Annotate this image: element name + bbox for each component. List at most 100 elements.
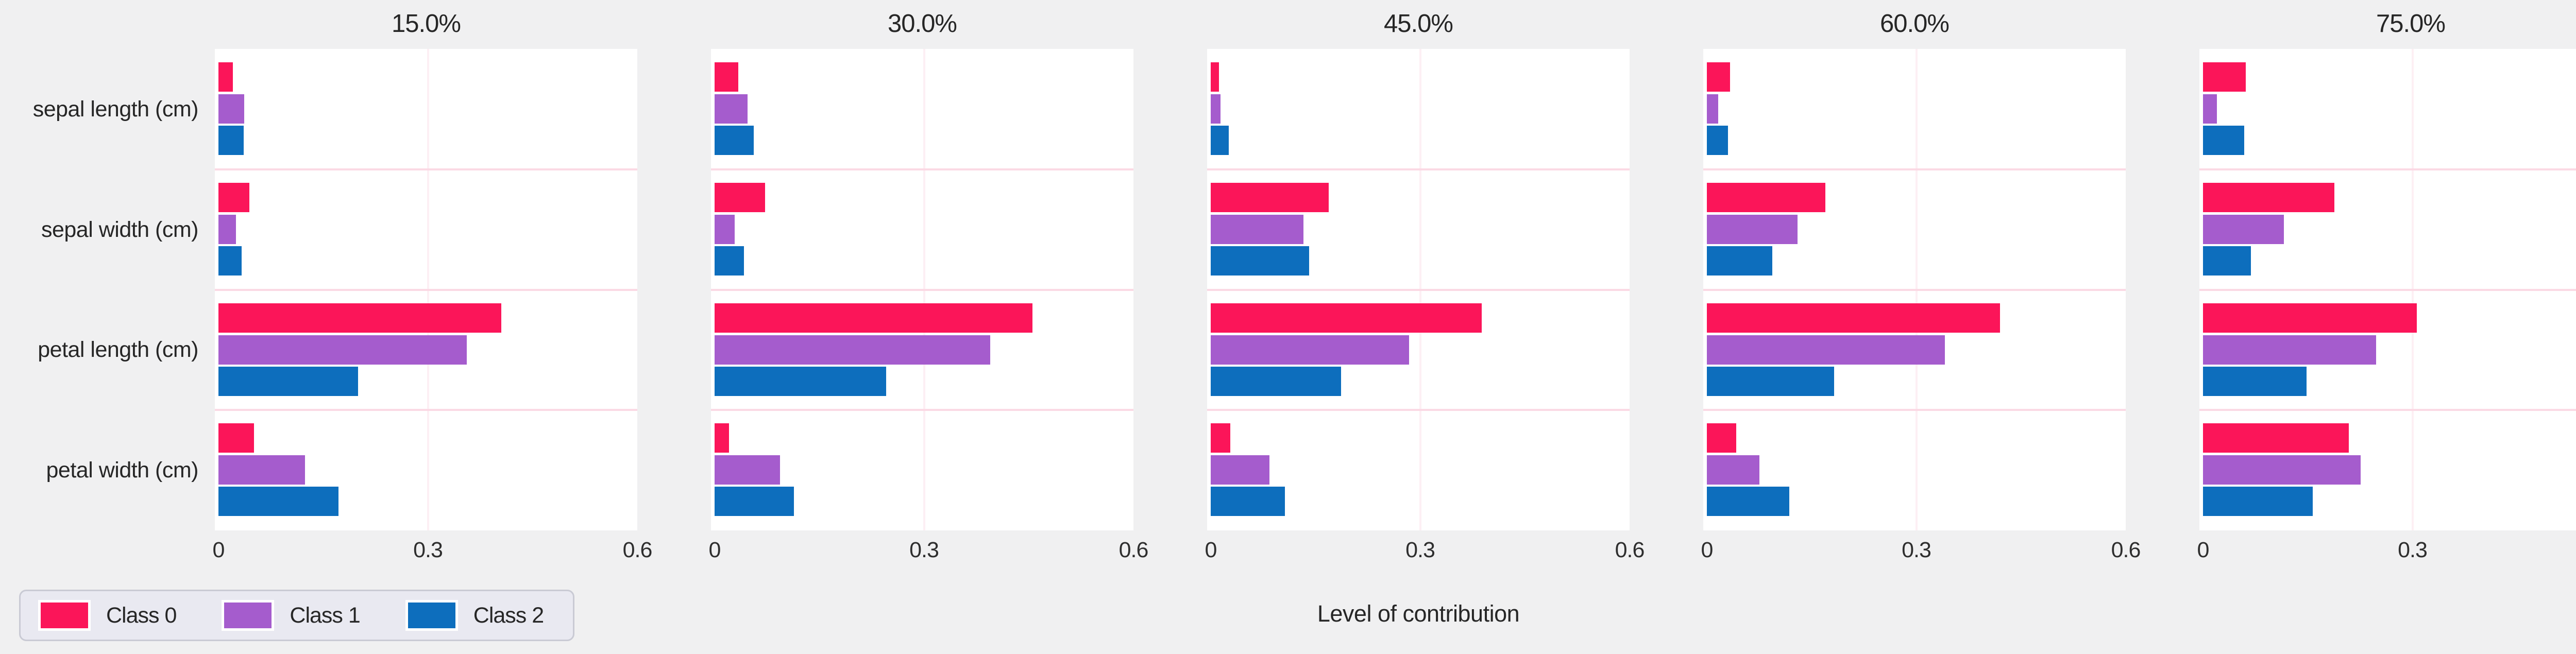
bar-class-0 [2203,303,2417,333]
bar-class-1 [1707,335,1945,365]
x-tick-label: 0.6 [2111,538,2141,562]
bar-class-2 [715,246,744,276]
x-tick-label: 0 [2197,538,2210,562]
row-separator-line [215,288,637,291]
bar-class-1 [1211,335,1409,365]
bar-class-2 [715,366,887,396]
bar-class-2 [1211,366,1342,396]
bar-class-1 [715,455,781,485]
bar-class-2 [1211,246,1310,276]
bar-class-2 [1707,487,1789,517]
bar-class-0 [1211,423,1230,453]
legend-label: Class 2 [473,603,544,628]
x-tick-label: 0.3 [413,538,443,562]
bar-class-0 [715,62,739,92]
bar-class-0 [1211,62,1219,92]
bar-class-1 [218,94,245,124]
row-separator-line [2199,288,2576,291]
legend-label: Class 0 [106,603,177,628]
bar-class-1 [218,214,236,244]
bar-class-2 [1707,246,1773,276]
row-separator-line [1207,168,1630,170]
panel-plot-area [1207,49,1630,530]
bar-class-2 [1707,366,1834,396]
panel-plot-area [711,49,1133,530]
bar-class-2 [2203,366,2307,396]
legend: Class 0 Class 1 Class 2 [19,590,574,641]
x-axis-label: Level of contribution [1317,600,1520,627]
row-separator-line [1703,168,2126,170]
bar-class-2 [218,126,244,155]
x-tick-label: 0.6 [622,538,653,562]
legend-item: Class 0 [38,600,177,631]
bar-class-0 [2203,182,2334,212]
panel-plot-area [215,49,637,530]
x-tick-label: 0 [212,538,225,562]
legend-item: Class 1 [222,600,361,631]
bar-class-0 [2203,62,2246,92]
bar-class-0 [1707,303,2001,333]
panel-title: 15.0% [392,10,461,38]
bar-class-1 [1211,94,1221,124]
row-separator-line [215,168,637,170]
bar-class-2 [2203,487,2313,517]
bar-class-1 [2203,335,2377,365]
bar-class-1 [2203,455,2361,485]
row-separator-line [1207,409,1630,411]
x-tick-label: 0.3 [1405,538,1435,562]
y-tick-label: petal length (cm) [38,337,198,363]
legend-swatch-class-0 [38,600,91,631]
bar-class-1 [715,94,748,124]
legend-label: Class 1 [290,603,360,628]
bar-class-0 [1211,303,1482,333]
bar-class-0 [218,423,255,453]
x-tick-label: 0 [1701,538,1714,562]
bar-class-1 [2203,214,2284,244]
x-tick-label: 0.6 [1615,538,1645,562]
bar-class-0 [715,423,730,453]
row-separator-line [1703,409,2126,411]
bar-class-2 [1211,487,1285,517]
bar-class-0 [1707,182,1826,212]
bar-class-0 [2203,423,2349,453]
row-separator-line [215,409,637,411]
bar-class-1 [218,335,467,365]
y-tick-label: petal width (cm) [46,458,199,483]
x-axis-label-wrap: Level of contribution [215,600,2576,631]
row-separator-line [711,168,1133,170]
bar-class-0 [1211,182,1329,212]
x-tick-label: 0.3 [2398,538,2428,562]
bar-class-1 [1211,214,1304,244]
panel-title: 45.0% [1384,10,1453,38]
bar-class-0 [218,62,233,92]
bar-class-0 [218,182,249,212]
bar-class-0 [218,303,501,333]
row-separator-line [2199,168,2576,170]
panel-plot-area [1703,49,2126,530]
x-tick-label: 0.3 [1902,538,1931,562]
bar-class-0 [715,182,765,212]
bar-class-1 [1707,214,1798,244]
bar-class-2 [218,246,242,276]
bar-class-2 [1211,126,1229,155]
legend-swatch-class-2 [405,600,458,631]
row-separator-line [711,288,1133,291]
bar-class-2 [2203,246,2251,276]
legend-swatch-class-1 [222,600,275,631]
row-separator-line [711,409,1133,411]
bar-class-1 [1707,455,1759,485]
bar-class-1 [1211,455,1269,485]
panel-title: 60.0% [1880,10,1950,38]
bar-class-1 [218,455,306,485]
bar-class-0 [715,303,1032,333]
bar-class-1 [2203,94,2217,124]
panel-plot-area [2199,49,2576,530]
bar-class-2 [715,126,754,155]
row-separator-line [1207,288,1630,291]
row-separator-line [2199,409,2576,411]
x-tick-label: 0 [1205,538,1217,562]
bar-class-2 [2203,126,2244,155]
x-tick-label: 0.6 [1118,538,1149,562]
x-tick-label: 0.3 [909,538,939,562]
